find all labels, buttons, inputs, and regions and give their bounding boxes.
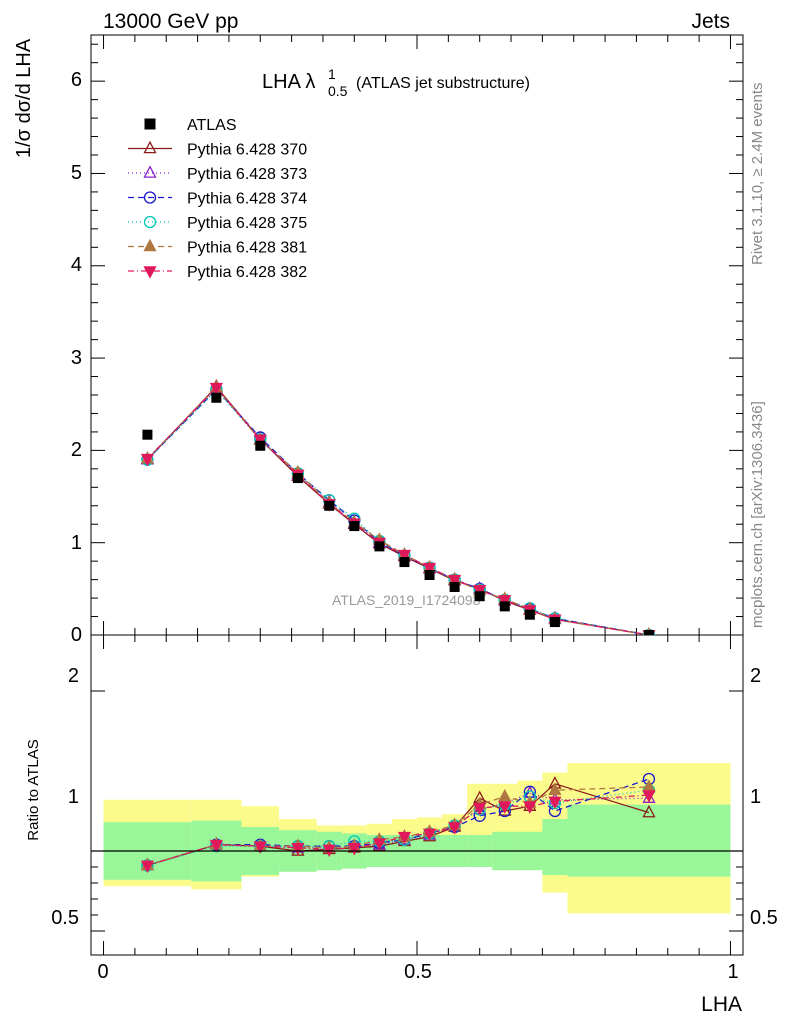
title-tail: (ATLAS jet substructure) (356, 75, 530, 92)
series-point (422, 562, 437, 576)
legend: ATLAS Pythia 6.428 370 Pythia 6.428 373 Pyt… (128, 117, 307, 281)
ratio-y-tick-labels: 0.5 1 2 0.5 1 2 (51, 665, 778, 929)
y-tick-6: 6 (71, 69, 82, 91)
legend-marker (143, 266, 157, 279)
atlas-data-point (399, 557, 410, 568)
ratio-point (523, 801, 537, 814)
series-point (253, 434, 267, 448)
side-mcplots-text: mcplots.cern.ch [arXiv:1306.3436] (749, 401, 766, 628)
ratio-y-axis-label: Ratio to ATLAS (25, 739, 42, 840)
title-main: LHA λ (262, 71, 315, 93)
inner-band-bin (542, 819, 568, 875)
ratio-point (498, 801, 512, 814)
ratio-tick-1-left: 1 (68, 786, 79, 808)
legend-marker (143, 140, 157, 154)
atlas-data-point (142, 429, 153, 440)
y-tick-4: 4 (71, 254, 82, 276)
ratio-point (498, 788, 512, 802)
ratio-point (140, 860, 154, 874)
legend-label: Pythia 6.428 382 (187, 264, 307, 281)
y-axis-label-text: 1/σ dσ/d LHA (13, 38, 35, 158)
y-tick-2: 2 (71, 439, 82, 461)
series-point (209, 382, 223, 396)
ratio-tick-2-right: 2 (750, 665, 761, 687)
ratio-point (372, 838, 386, 851)
ratio-point (347, 843, 361, 856)
legend-marker (143, 215, 157, 229)
legend-label: Pythia 6.428 373 (187, 166, 307, 183)
atlas-data-point (374, 541, 385, 552)
inner-band-bin (567, 804, 731, 877)
series-point (140, 453, 154, 467)
title-sub: 0.5 (328, 83, 348, 99)
atlas-data-point (255, 440, 266, 451)
legend-marker (144, 118, 156, 130)
y-tick-3: 3 (71, 347, 82, 369)
x-tick-1: 1 (727, 961, 738, 983)
side-rivet-text: Rivet 3.1.10, ≥ 2.4M events (749, 83, 766, 266)
y-tick-1: 1 (71, 532, 82, 554)
ratio-point (209, 839, 223, 853)
legend-label: Pythia 6.428 370 (187, 142, 307, 159)
header-left: 13000 GeV pp (103, 10, 238, 33)
ratio-point (422, 828, 437, 842)
atlas-data-point (474, 591, 485, 602)
plot-title: LHA λ 1 0.5 (ATLAS jet substructure) (262, 66, 530, 99)
atlas-data-point (524, 609, 535, 620)
ratio-tick-1-right: 1 (750, 786, 761, 808)
ratio-point (253, 841, 267, 854)
atlas-data-point (499, 601, 510, 612)
legend-label: Pythia 6.428 374 (187, 191, 307, 208)
atlas-data-point (549, 617, 560, 628)
ratio-point (397, 831, 412, 845)
ratio-point (548, 782, 562, 795)
legend-label: ATLAS (187, 117, 237, 134)
ratio-point (473, 803, 487, 816)
atlas-data-point (449, 582, 460, 592)
header-right: Jets (691, 10, 730, 33)
series-point (448, 574, 462, 588)
x-tick-0: 0 (97, 961, 108, 983)
title-sup: 1 (328, 66, 336, 82)
uncertainty-bands (103, 763, 731, 914)
atlas-data-point (292, 473, 303, 484)
atlas-data-point (349, 521, 360, 532)
atlas-data-point (211, 392, 222, 403)
y-tick-0: 0 (71, 624, 82, 646)
series-point (473, 584, 487, 598)
legend-marker (143, 238, 157, 252)
atlas-data-point (643, 630, 654, 635)
ratio-series-group (140, 772, 656, 874)
ratio-tick-2-left: 2 (68, 665, 79, 687)
series-point (498, 595, 512, 608)
ratio-point (642, 790, 656, 803)
x-tick-05: 0.5 (404, 961, 432, 983)
ratio-point (448, 822, 462, 835)
main-y-axis-label: 1/σ dσ/d LHA (13, 38, 35, 158)
x-axis-label: LHA (701, 993, 742, 1016)
legend-label: Pythia 6.428 381 (187, 240, 307, 257)
x-tick-labels: 0 0.5 1 (97, 961, 738, 983)
atlas-data-point (424, 570, 435, 580)
legend-marker (143, 165, 157, 178)
legend-label: Pythia 6.428 375 (187, 215, 307, 232)
main-series-group (140, 378, 656, 635)
ratio-tick-05-left: 0.5 (51, 907, 79, 929)
atlas-data-point (324, 500, 335, 511)
series-point (397, 549, 412, 563)
ratio-point (642, 804, 656, 818)
y-tick-5: 5 (71, 162, 82, 184)
legend-marker (143, 191, 157, 204)
main-y-tick-labels: 0 1 2 3 4 5 6 (71, 69, 82, 646)
analysis-watermark: ATLAS_2019_I1724098 (332, 592, 481, 608)
ratio-point (291, 843, 305, 856)
ratio-tick-05-right: 0.5 (750, 907, 778, 929)
ratio-point (548, 796, 562, 810)
